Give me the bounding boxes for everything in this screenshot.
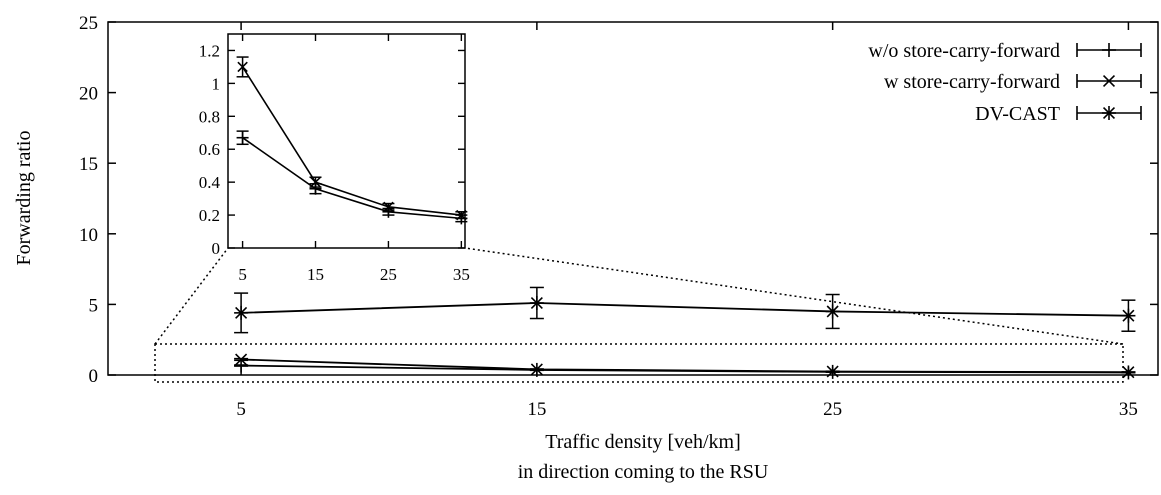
legend-label-series-1: w/o store-carry-forward — [868, 40, 1060, 62]
inset-frame — [227, 33, 466, 249]
plot-frame — [107, 21, 1159, 376]
inset-y-tick-label: 1.2 — [199, 41, 220, 60]
legend-sample-marker — [1102, 74, 1116, 88]
inset-background — [228, 34, 465, 248]
marker-stroke — [1102, 74, 1116, 88]
marker-stroke — [235, 353, 248, 366]
y-tick-label: 25 — [79, 13, 98, 34]
inset-y-tick-label: 0.8 — [199, 107, 220, 126]
marker-stroke — [1102, 106, 1116, 120]
marker-stroke — [310, 176, 321, 188]
inset-x-tick-label: 15 — [307, 265, 324, 284]
marker-stroke — [826, 365, 839, 378]
x-tick-label: 35 — [1119, 399, 1138, 420]
x-tick-label: 5 — [236, 399, 246, 420]
y-tick-label: 20 — [79, 84, 98, 105]
inset-y-tick-label: 0.6 — [199, 140, 220, 159]
inset-y-tick-label: 0 — [212, 239, 221, 258]
main-series-line-3 — [241, 302, 1129, 317]
inset-point — [310, 176, 321, 188]
y-tick-label: 10 — [79, 225, 98, 246]
legend-sample-3 — [1076, 106, 1142, 120]
zoom-region-box — [154, 343, 1124, 383]
main-point — [530, 363, 543, 376]
marker-stroke — [235, 306, 248, 319]
marker-stroke — [530, 296, 543, 310]
marker-stroke — [237, 61, 248, 73]
marker-stroke — [1122, 366, 1135, 379]
main-series-3 — [234, 286, 1136, 334]
zoom-connector-left — [154, 247, 229, 345]
inset-y-tick-label: 1 — [212, 74, 221, 93]
legend-label-series-2: w store-carry-forward — [884, 71, 1060, 93]
marker-stroke — [530, 363, 543, 376]
main-series — [234, 286, 1136, 380]
main-point — [1121, 308, 1136, 323]
marker-stroke — [826, 305, 839, 318]
legend-sample-1 — [1076, 43, 1142, 57]
main-point — [826, 365, 839, 378]
legend-sample-marker — [1102, 43, 1116, 57]
inset-axes: 0 0.2 0.4 0.6 0.8 1 1.2 5 15 25 35 — [199, 34, 470, 284]
inset-series — [236, 56, 468, 225]
inset-x-tick-label: 35 — [453, 265, 470, 284]
main-point — [825, 304, 840, 319]
x-axis-title-line2: in direction coming to the RSU — [518, 461, 769, 483]
legend-samples — [1076, 43, 1142, 120]
legend-sample-marker — [1102, 106, 1116, 120]
main-point — [235, 353, 248, 366]
main-series-1 — [234, 358, 1136, 380]
x-axis-title-line1: Traffic density [veh/km] — [545, 431, 741, 453]
main-point — [234, 305, 249, 320]
main-point — [529, 295, 544, 310]
zoom-connector-right — [464, 247, 1124, 345]
inset-series-line-2 — [241, 66, 462, 216]
inset-y-tick-label: 0.4 — [199, 173, 221, 192]
legend-sample-2 — [1076, 74, 1142, 88]
inset-point — [236, 131, 249, 144]
inset-point — [383, 201, 394, 213]
main-series-2 — [234, 353, 1136, 379]
x-tick-label: 15 — [527, 399, 546, 420]
inset-point — [237, 61, 248, 73]
legend-label-series-3: DV-CAST — [975, 103, 1060, 125]
inset-x-tick-label: 5 — [238, 265, 247, 284]
marker-stroke — [1122, 309, 1135, 322]
y-tick-label: 0 — [89, 366, 99, 387]
y-tick-label: 5 — [89, 295, 99, 316]
inset-x-tick-label: 25 — [380, 265, 397, 284]
marker-stroke — [383, 201, 394, 213]
x-tick-label: 25 — [823, 399, 842, 420]
main-point — [1122, 366, 1135, 379]
y-axis-title: Forwarding ratio — [13, 131, 35, 266]
inset-y-tick-label: 0.2 — [199, 206, 220, 225]
y-tick-label: 15 — [79, 154, 98, 175]
legend: w/o store-carry-forward w store-carry-fo… — [868, 40, 1142, 125]
inset-series-line-1 — [242, 137, 462, 220]
main-series-line-2 — [241, 358, 1129, 374]
